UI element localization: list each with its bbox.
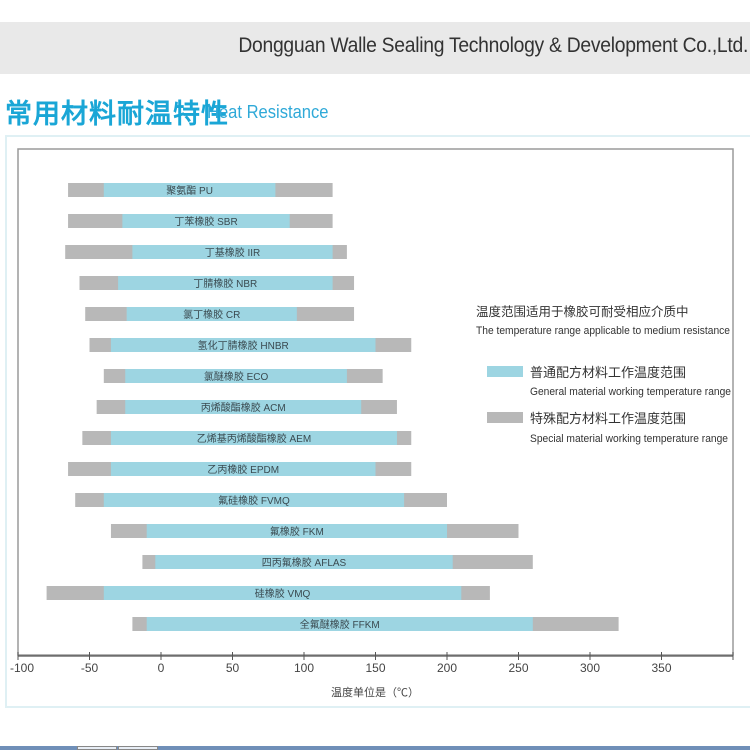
bar-label: 丁基橡胶 IIR (205, 246, 261, 259)
bar-general-range (103, 586, 462, 600)
bar-row: 氯丁橡胶 CR (85, 307, 355, 321)
bar-label: 氢化丁腈橡胶 HNBR (198, 339, 289, 352)
bar-row: 丙烯酸酯橡胶 ACM (96, 400, 397, 414)
bar-general-range (110, 338, 376, 352)
bar-general-range (125, 400, 362, 414)
bar-label: 丙烯酸酯橡胶 ACM (201, 401, 286, 414)
bar-label: 全氟醚橡胶 FFKM (300, 618, 380, 631)
legend-general-en: General material working temperature ran… (530, 386, 731, 398)
bar-row: 全氟醚橡胶 FFKM (132, 617, 619, 631)
bar-row: 丁苯橡胶 SBR (68, 214, 333, 228)
bar-label: 丁腈橡胶 NBR (193, 277, 257, 290)
bar-row: 乙丙橡胶 EPDM (68, 462, 412, 476)
bar-row: 氢化丁腈橡胶 HNBR (89, 338, 412, 352)
company-name: Dongguan Walle Sealing Technology & Deve… (238, 34, 748, 57)
x-tick-label: 350 (651, 661, 671, 675)
chart-outer-frame (5, 135, 750, 708)
bar-label: 乙丙橡胶 EPDM (207, 463, 279, 476)
x-tick-label: -100 (10, 661, 34, 675)
header-band (0, 22, 750, 74)
bar-row: 丁腈橡胶 NBR (79, 276, 355, 290)
bar-label: 氯醚橡胶 ECO (204, 370, 269, 383)
bar-general-range (110, 431, 397, 445)
legend-special-en: Special material working temperature ran… (530, 433, 728, 445)
bar-row: 四丙氟橡胶 AFLAS (142, 555, 533, 569)
bar-general-range (146, 524, 447, 538)
bar-label: 氯丁橡胶 CR (183, 308, 240, 321)
bar-general-range (122, 214, 290, 228)
x-tick-label: 300 (580, 661, 600, 675)
bar-row: 氟硅橡胶 FVMQ (75, 493, 447, 507)
x-tick-label: 100 (294, 661, 314, 675)
page-title-cn: 常用材料耐温特性 (5, 99, 229, 130)
bar-label: 硅橡胶 VMQ (255, 587, 311, 600)
legend-general-cn: 普通配方材料工作温度范围 (530, 365, 686, 380)
bar-label: 聚氨酯 PU (166, 184, 213, 197)
bar-row: 硅橡胶 VMQ (46, 586, 490, 600)
bar-general-range (118, 276, 333, 290)
x-tick-label: 50 (226, 661, 240, 675)
taskbar-strip (0, 746, 750, 750)
bar-label: 氟硅橡胶 FVMQ (218, 494, 290, 507)
x-axis-label: 温度单位是（℃） (331, 685, 419, 699)
bar-label: 四丙氟橡胶 AFLAS (262, 556, 347, 569)
bar-general-range (132, 245, 333, 259)
bar-general-range (103, 493, 405, 507)
legend-special-cn: 特殊配方材料工作温度范围 (530, 411, 686, 426)
taskbar-tab[interactable] (118, 746, 158, 750)
x-tick-label: -50 (81, 661, 99, 675)
page-title-en: Heat Resistance (207, 102, 329, 122)
legend-swatch-special (487, 412, 523, 423)
bar-label: 乙烯基丙烯酸酯橡胶 AEM (197, 432, 311, 445)
x-tick-label: 200 (437, 661, 457, 675)
bar-row: 丁基橡胶 IIR (65, 245, 347, 259)
legend-note-cn: 温度范围适用于橡胶可耐受相应介质中 (476, 304, 689, 319)
bar-row: 氯醚橡胶 ECO (103, 369, 383, 383)
legend: 温度范围适用于橡胶可耐受相应介质中 The temperature range … (476, 304, 731, 445)
bar-general-range (155, 555, 453, 569)
bar-label: 丁苯橡胶 SBR (174, 215, 237, 228)
bar-row: 聚氨酯 PU (68, 183, 333, 197)
x-tick-label: 150 (365, 661, 385, 675)
bar-row: 乙烯基丙烯酸酯橡胶 AEM (82, 431, 412, 445)
bar-general-range (126, 307, 297, 321)
bar-general-range (110, 462, 376, 476)
bar-general-range (146, 617, 533, 631)
legend-swatch-general (487, 366, 523, 377)
x-tick-label: 250 (508, 661, 528, 675)
legend-note-en: The temperature range applicable to medi… (476, 325, 730, 337)
bar-general-range (103, 183, 276, 197)
bar-label: 氟橡胶 FKM (270, 525, 324, 538)
bar-row: 氟橡胶 FKM (110, 524, 519, 538)
taskbar-tab[interactable] (77, 746, 117, 750)
x-tick-label: 0 (158, 661, 165, 675)
bar-general-range (125, 369, 347, 383)
